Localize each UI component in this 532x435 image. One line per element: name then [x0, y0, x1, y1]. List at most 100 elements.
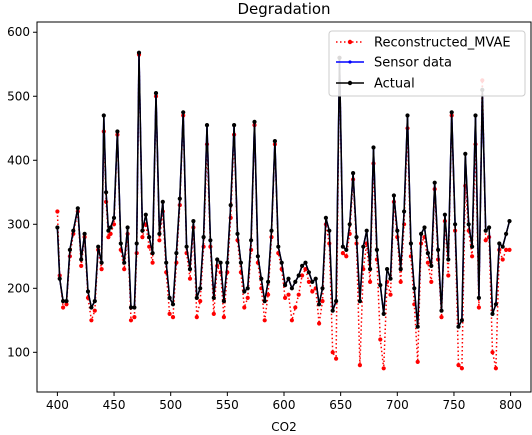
data-point-actual	[500, 244, 505, 249]
data-point-actual	[313, 276, 318, 281]
data-point-actual	[364, 228, 369, 233]
data-point-actual	[334, 299, 339, 304]
series-line-reconstructed-mvae	[56, 53, 510, 370]
y-tick-label: 600	[7, 25, 30, 39]
data-point-actual	[340, 244, 345, 249]
data-point-actual	[293, 279, 298, 284]
data-point-actual	[235, 231, 240, 236]
data-point-actual	[449, 110, 454, 115]
data-point-reconstructed-mvae	[198, 299, 203, 304]
data-point-reconstructed-mvae	[89, 318, 94, 323]
y-tick-label: 400	[7, 153, 30, 167]
data-point-actual	[378, 283, 383, 288]
legend-label-sensor-data: Sensor data	[374, 56, 452, 71]
data-point-reconstructed-mvae	[293, 305, 298, 310]
data-point-actual	[507, 219, 512, 224]
data-point-actual	[174, 251, 179, 256]
data-point-reconstructed-mvae	[64, 302, 69, 307]
data-point-reconstructed-mvae	[262, 318, 267, 323]
data-point-reconstructed-mvae	[194, 315, 199, 320]
data-point-reconstructed-mvae	[286, 292, 291, 297]
data-point-reconstructed-mvae	[111, 222, 117, 227]
data-point-reconstructed-mvae	[320, 299, 325, 304]
legend-entry-reconstructed: Reconstructed_MVAE	[336, 36, 511, 51]
legend-label-actual: Actual	[374, 77, 415, 92]
data-point-actual	[153, 91, 159, 96]
legend-label-reconstructed: Reconstructed_MVAE	[374, 36, 511, 51]
data-point-reconstructed-mvae	[211, 311, 216, 316]
data-point-actual	[211, 295, 216, 300]
data-point-actual	[381, 311, 386, 316]
data-point-reconstructed-mvae	[99, 267, 104, 272]
series-actual	[55, 50, 512, 329]
data-point-actual	[208, 238, 213, 243]
data-point-reconstructed-mvae	[122, 267, 127, 272]
x-tick-label: 500	[159, 398, 182, 412]
data-point-actual	[194, 295, 199, 300]
data-point-reconstructed-mvae	[79, 263, 84, 268]
data-point-reconstructed-mvae	[140, 235, 145, 240]
x-axis: 400 450 500 550 600 650 700 750 800	[46, 392, 522, 412]
data-point-actual	[252, 119, 257, 124]
data-point-actual	[412, 286, 417, 291]
data-point-actual	[476, 295, 481, 300]
data-point-actual	[344, 247, 349, 252]
data-point-actual	[71, 228, 76, 233]
data-point-actual	[221, 299, 226, 304]
data-point-actual	[104, 190, 109, 195]
legend: Reconstructed_MVAE Sensor data Actual	[328, 30, 526, 97]
data-point-reconstructed-mvae	[317, 321, 322, 326]
series-reconstructed-mvae	[55, 52, 512, 371]
data-point-reconstructed-mvae	[167, 311, 172, 316]
data-point-actual	[238, 260, 243, 265]
data-point-actual	[374, 247, 379, 252]
x-tick-label: 800	[499, 398, 522, 412]
data-point-actual	[425, 251, 430, 256]
data-point-actual	[111, 215, 117, 220]
data-point-reconstructed-mvae	[55, 209, 60, 214]
data-point-actual	[125, 225, 130, 230]
data-point-reconstructed-mvae	[398, 279, 403, 284]
data-point-actual	[357, 299, 362, 304]
data-point-actual	[276, 244, 281, 249]
x-tick-label: 400	[46, 398, 69, 412]
x-tick-label: 650	[329, 398, 352, 412]
data-point-actual	[317, 302, 322, 307]
data-point-actual	[204, 123, 210, 128]
data-point-actual	[453, 222, 458, 227]
data-point-actual	[286, 276, 291, 281]
data-point-actual	[101, 113, 106, 118]
data-point-reconstructed-mvae	[470, 254, 475, 259]
data-point-reconstructed-mvae	[334, 356, 339, 361]
data-point-reconstructed-mvae	[245, 295, 250, 300]
x-tick-label: 450	[103, 398, 126, 412]
data-point-reconstructed-mvae	[344, 254, 349, 259]
data-point-reconstructed-mvae	[170, 315, 176, 320]
data-point-reconstructed-mvae	[310, 289, 315, 294]
data-point-actual	[115, 129, 120, 134]
data-point-actual	[483, 228, 488, 233]
data-point-reconstructed-mvae	[289, 318, 294, 323]
data-point-reconstructed-mvae	[381, 366, 386, 371]
data-point-actual	[232, 123, 237, 128]
data-point-actual	[55, 225, 60, 230]
data-point-reconstructed-mvae	[296, 292, 301, 297]
data-point-reconstructed-mvae	[493, 366, 498, 371]
y-axis: 100 200 300 400 500 600	[7, 25, 37, 359]
data-point-actual	[330, 308, 335, 313]
data-point-actual	[99, 260, 104, 265]
legend-box	[328, 30, 526, 97]
data-point-actual	[136, 50, 142, 55]
data-point-actual	[439, 308, 444, 313]
data-point-actual	[300, 263, 305, 268]
data-point-reconstructed-mvae	[490, 350, 495, 355]
data-point-actual	[157, 231, 162, 236]
data-point-reconstructed-mvae	[92, 308, 97, 313]
data-point-actual	[108, 225, 113, 230]
data-point-reconstructed-mvae	[283, 295, 288, 300]
data-point-actual	[408, 241, 413, 246]
data-point-actual	[432, 180, 437, 185]
data-point-actual	[320, 286, 325, 291]
data-point-actual	[79, 257, 84, 262]
